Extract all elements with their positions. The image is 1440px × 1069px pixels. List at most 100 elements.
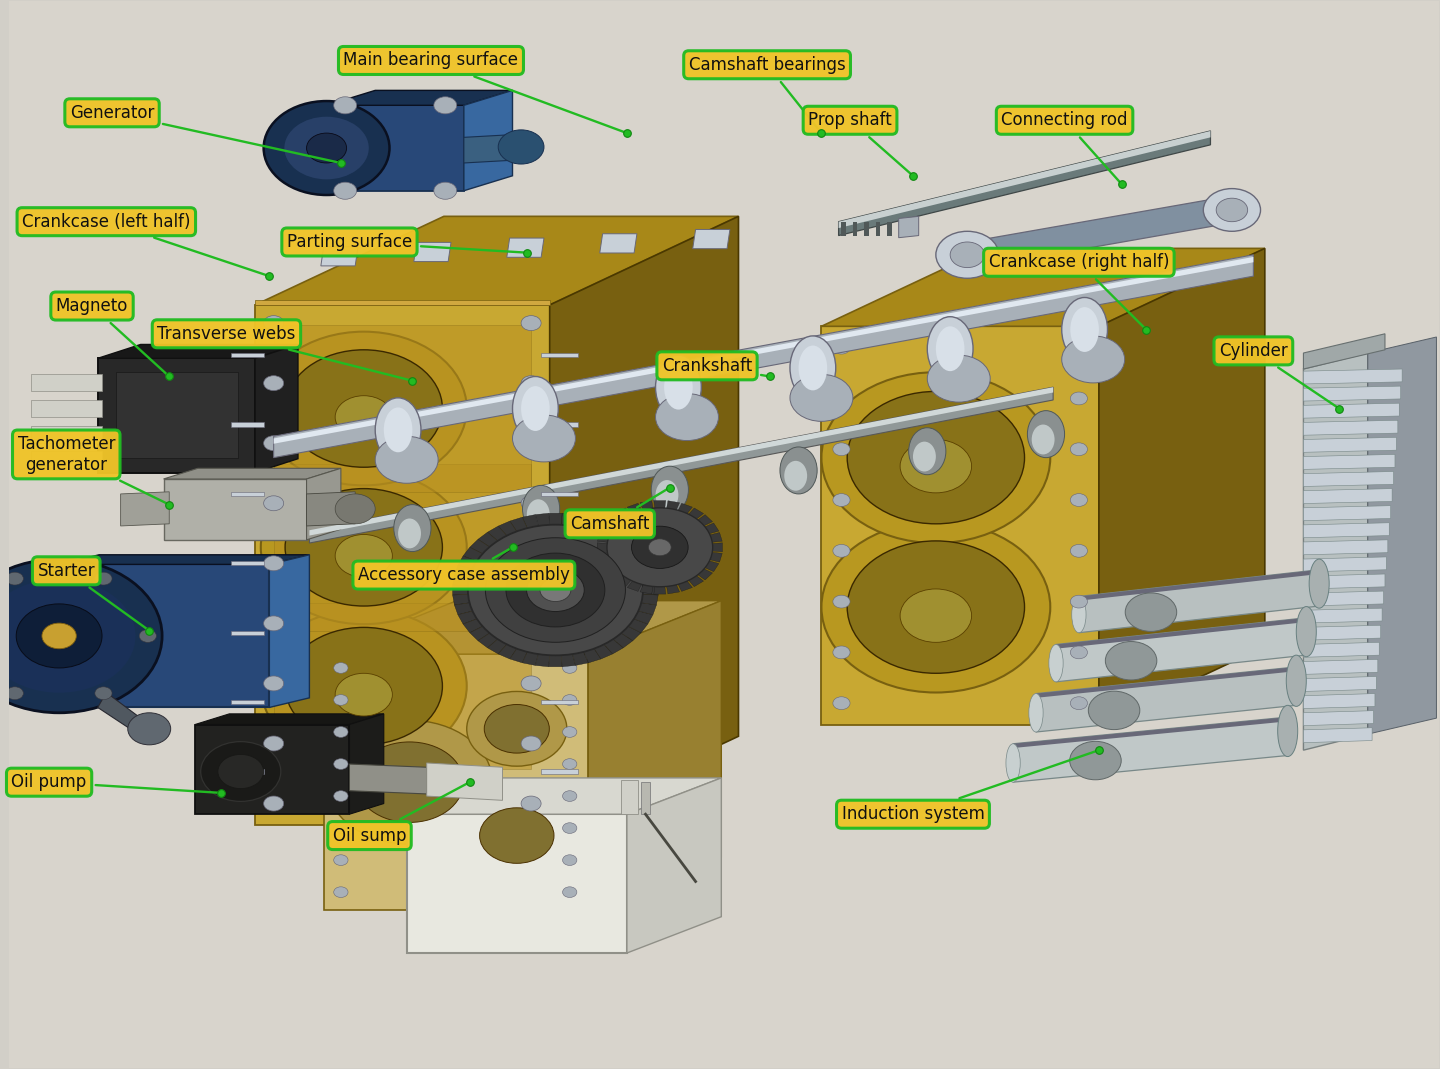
Polygon shape bbox=[255, 299, 550, 305]
Polygon shape bbox=[194, 725, 350, 815]
Polygon shape bbox=[603, 639, 624, 654]
Polygon shape bbox=[1303, 608, 1382, 623]
Polygon shape bbox=[230, 561, 264, 566]
Polygon shape bbox=[1368, 337, 1437, 734]
Polygon shape bbox=[230, 353, 264, 357]
Circle shape bbox=[832, 697, 850, 710]
Circle shape bbox=[285, 489, 442, 606]
Polygon shape bbox=[541, 700, 579, 704]
Circle shape bbox=[261, 470, 467, 624]
Circle shape bbox=[1089, 692, 1140, 730]
Circle shape bbox=[521, 737, 541, 750]
Polygon shape bbox=[841, 221, 845, 235]
Circle shape bbox=[563, 759, 577, 770]
Circle shape bbox=[480, 808, 554, 864]
Circle shape bbox=[606, 508, 713, 587]
Polygon shape bbox=[639, 500, 652, 510]
Circle shape bbox=[521, 436, 541, 451]
Circle shape bbox=[1106, 641, 1156, 680]
Polygon shape bbox=[541, 492, 579, 496]
Circle shape bbox=[459, 793, 575, 879]
Polygon shape bbox=[269, 555, 310, 708]
Polygon shape bbox=[310, 387, 1053, 536]
Polygon shape bbox=[1303, 574, 1385, 589]
Text: Crankcase (left half): Crankcase (left half) bbox=[22, 213, 266, 275]
Circle shape bbox=[1070, 341, 1087, 354]
Polygon shape bbox=[598, 543, 608, 552]
Polygon shape bbox=[1079, 570, 1319, 601]
Text: Oil sump: Oil sump bbox=[333, 784, 467, 845]
Circle shape bbox=[563, 695, 577, 706]
Circle shape bbox=[128, 713, 171, 745]
Circle shape bbox=[900, 589, 972, 642]
Circle shape bbox=[336, 494, 376, 524]
Circle shape bbox=[832, 646, 850, 659]
Polygon shape bbox=[307, 492, 356, 526]
Circle shape bbox=[1070, 443, 1087, 455]
Circle shape bbox=[261, 331, 467, 485]
Polygon shape bbox=[573, 514, 589, 528]
Polygon shape bbox=[599, 234, 636, 253]
Ellipse shape bbox=[513, 376, 559, 440]
Circle shape bbox=[334, 759, 348, 770]
Polygon shape bbox=[541, 631, 579, 635]
Ellipse shape bbox=[397, 518, 420, 548]
Polygon shape bbox=[452, 575, 469, 586]
Polygon shape bbox=[274, 603, 531, 770]
Polygon shape bbox=[667, 500, 680, 510]
Circle shape bbox=[468, 525, 642, 655]
Polygon shape bbox=[613, 633, 632, 648]
Polygon shape bbox=[965, 195, 1236, 269]
Polygon shape bbox=[464, 547, 482, 561]
Circle shape bbox=[217, 755, 264, 789]
Polygon shape bbox=[641, 575, 658, 586]
Polygon shape bbox=[455, 603, 472, 615]
Polygon shape bbox=[876, 221, 880, 235]
Circle shape bbox=[632, 526, 688, 569]
Text: Prop shaft: Prop shaft bbox=[808, 111, 912, 174]
Circle shape bbox=[1204, 188, 1260, 231]
Circle shape bbox=[832, 443, 850, 455]
Circle shape bbox=[563, 823, 577, 834]
Polygon shape bbox=[710, 553, 723, 562]
Polygon shape bbox=[541, 353, 579, 357]
Circle shape bbox=[832, 341, 850, 354]
Circle shape bbox=[334, 823, 348, 834]
Polygon shape bbox=[255, 344, 298, 472]
Circle shape bbox=[521, 315, 541, 330]
Circle shape bbox=[334, 97, 357, 114]
Text: Magneto: Magneto bbox=[56, 297, 167, 374]
Polygon shape bbox=[452, 585, 468, 595]
Polygon shape bbox=[488, 526, 507, 541]
Polygon shape bbox=[621, 626, 641, 640]
Polygon shape bbox=[121, 492, 170, 526]
Circle shape bbox=[563, 791, 577, 802]
Polygon shape bbox=[324, 654, 589, 911]
Polygon shape bbox=[510, 649, 527, 663]
Ellipse shape bbox=[927, 316, 973, 381]
Polygon shape bbox=[274, 257, 1253, 444]
Ellipse shape bbox=[1031, 424, 1054, 454]
Polygon shape bbox=[478, 532, 498, 547]
Polygon shape bbox=[458, 556, 477, 569]
Ellipse shape bbox=[1071, 597, 1086, 633]
Polygon shape bbox=[469, 626, 490, 640]
Circle shape bbox=[356, 742, 464, 822]
Polygon shape bbox=[510, 517, 527, 531]
Circle shape bbox=[832, 494, 850, 507]
Circle shape bbox=[655, 393, 719, 440]
Circle shape bbox=[832, 392, 850, 405]
Polygon shape bbox=[458, 611, 477, 624]
Circle shape bbox=[832, 544, 850, 557]
Polygon shape bbox=[455, 566, 472, 577]
Polygon shape bbox=[1303, 677, 1377, 692]
Circle shape bbox=[900, 439, 972, 493]
Polygon shape bbox=[1303, 728, 1372, 743]
Polygon shape bbox=[887, 221, 891, 235]
Polygon shape bbox=[274, 254, 1253, 458]
Circle shape bbox=[334, 663, 348, 673]
Polygon shape bbox=[562, 513, 576, 526]
Circle shape bbox=[1217, 198, 1247, 221]
Polygon shape bbox=[641, 594, 658, 605]
Polygon shape bbox=[536, 654, 550, 667]
